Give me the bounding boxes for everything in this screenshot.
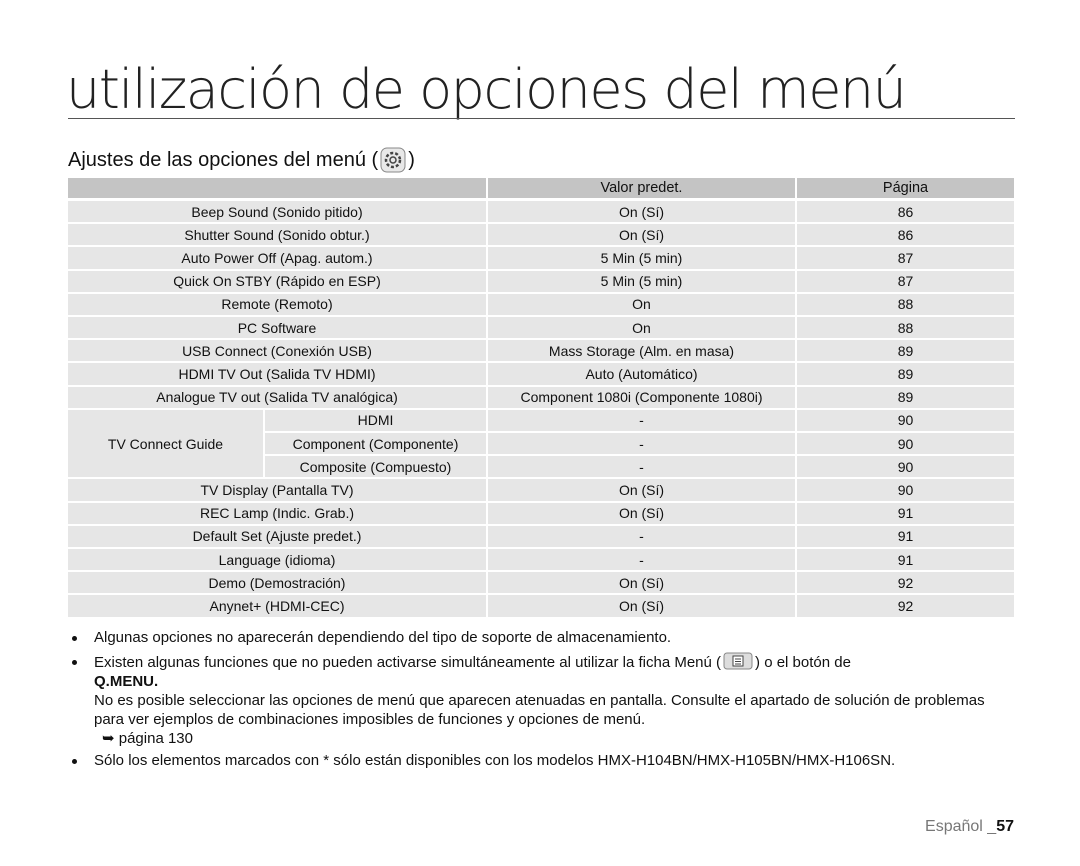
default-value: On (Sí) (488, 502, 795, 524)
default-value: On (488, 293, 795, 315)
note-text: ) o el botón de (755, 654, 851, 671)
page-number: 90 (797, 409, 1014, 431)
subtitle: Ajustes de las opciones del menú ( ) (68, 147, 415, 173)
header-cell: Página (797, 178, 1014, 198)
setting-name: Remote (Remoto) (68, 293, 486, 315)
setting-name: Auto Power Off (Apag. autom.) (68, 247, 486, 269)
page-number: 91 (797, 502, 1014, 524)
default-value: Auto (Automático) (488, 363, 795, 385)
note: Sólo los elementos marcados con * sólo e… (94, 751, 1014, 770)
page-number: 91 (797, 525, 1014, 547)
setting-name: PC Software (68, 317, 486, 339)
setting-name: Beep Sound (Sonido pitido) (68, 201, 486, 223)
note-text: Existen algunas funciones que no pueden … (94, 654, 722, 671)
default-value: On (Sí) (488, 201, 795, 223)
default-value: On (Sí) (488, 595, 795, 617)
default-value: - (488, 549, 795, 571)
setting-name: Anynet+ (HDMI-CEC) (68, 595, 486, 617)
setting-name: Demo (Demostración) (68, 572, 486, 594)
page-number: 90 (797, 456, 1014, 478)
title-rule (68, 118, 1015, 119)
bullet (72, 759, 77, 764)
default-value: 5 Min (5 min) (488, 247, 795, 269)
setting-name: Analogue TV out (Salida TV analógica) (68, 386, 486, 408)
setting-name: USB Connect (Conexión USB) (68, 340, 486, 362)
setting-name: Quick On STBY (Rápido en ESP) (68, 270, 486, 292)
page-number: 86 (797, 201, 1014, 223)
page-number: 90 (797, 479, 1014, 501)
header-blank (68, 178, 486, 198)
page-number: 90 (797, 433, 1014, 455)
page-number: 88 (797, 293, 1014, 315)
page-number: 89 (797, 340, 1014, 362)
page-number: 88 (797, 317, 1014, 339)
default-value: - (488, 433, 795, 455)
setting-name: Shutter Sound (Sonido obtur.) (68, 224, 486, 246)
bullet (72, 636, 77, 641)
setting-name: Composite (Compuesto) (265, 456, 486, 478)
setting-name: Language (idioma) (68, 549, 486, 571)
subtitle-end: ) (408, 148, 415, 171)
default-value: On (Sí) (488, 572, 795, 594)
page-number: 92 (797, 572, 1014, 594)
page-number: 92 (797, 595, 1014, 617)
setting-name: Component (Componente) (265, 433, 486, 455)
header-cell: Valor predet. (488, 178, 795, 198)
group-name: TV Connect Guide (68, 409, 263, 478)
note-text: Sólo los elementos marcados con * sólo e… (94, 752, 896, 769)
page-number: 86 (797, 224, 1014, 246)
page-number: 91 (797, 549, 1014, 571)
setting-name: TV Display (Pantalla TV) (68, 479, 486, 501)
page-ref: ➥ página 130 (102, 730, 193, 747)
page-number: 87 (797, 247, 1014, 269)
page-number: 87 (797, 270, 1014, 292)
footer-language: Español _ (925, 818, 997, 835)
default-value: - (488, 525, 795, 547)
setting-name: Default Set (Ajuste predet.) (68, 525, 486, 547)
note: Existen algunas funciones que no pueden … (94, 652, 1014, 748)
footer: Español _57 (925, 818, 1014, 836)
setting-name: HDMI (265, 409, 486, 431)
page-title: utilización de opciones del menú (66, 58, 907, 121)
note: Algunas opciones no aparecerán dependien… (94, 628, 1014, 647)
default-value: 5 Min (5 min) (488, 270, 795, 292)
default-value: Mass Storage (Alm. en masa) (488, 340, 795, 362)
subtitle-text: Ajustes de las opciones del menú ( (68, 148, 379, 171)
bullet (72, 660, 77, 665)
footer-page: 57 (996, 818, 1014, 835)
default-value: On (Sí) (488, 479, 795, 501)
setting-name: HDMI TV Out (Salida TV HDMI) (68, 363, 486, 385)
default-value: - (488, 409, 795, 431)
default-value: - (488, 456, 795, 478)
default-value: On (488, 317, 795, 339)
note-detail: No es posible seleccionar las opciones d… (94, 692, 985, 728)
default-value: Component 1080i (Componente 1080i) (488, 386, 795, 408)
page-number: 89 (797, 363, 1014, 385)
note-bold: Q.MENU. (94, 673, 159, 690)
default-value: On (Sí) (488, 224, 795, 246)
page-number: 89 (797, 386, 1014, 408)
note-text: Algunas opciones no aparecerán dependien… (94, 629, 672, 646)
settings-icon (380, 147, 406, 173)
menu-icon (723, 652, 753, 670)
setting-name: REC Lamp (Indic. Grab.) (68, 502, 486, 524)
